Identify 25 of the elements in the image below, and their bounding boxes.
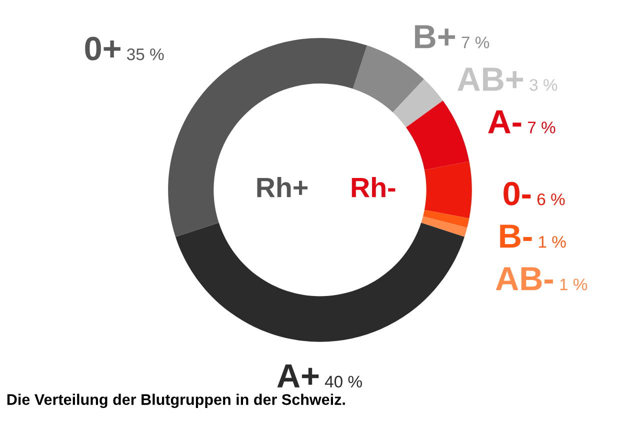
slice-label: B+ bbox=[415, 25, 455, 48]
data-label: 7 % bbox=[528, 122, 556, 134]
data-label: 35 % bbox=[127, 48, 164, 60]
data-label: 40 % bbox=[324, 376, 362, 388]
slice-label: AB+ bbox=[458, 68, 524, 91]
data-label: 7 % bbox=[462, 36, 490, 48]
donut-slice bbox=[423, 210, 470, 228]
data-label: 3 % bbox=[530, 79, 558, 91]
slice-label: A+ bbox=[277, 364, 319, 388]
text: Rh+ bbox=[257, 176, 308, 198]
slice-label: 0+ bbox=[85, 36, 120, 60]
donut-slice bbox=[392, 79, 443, 128]
donut-slice bbox=[421, 216, 468, 237]
slice-label: AB- bbox=[496, 267, 553, 290]
donut-slice bbox=[406, 100, 470, 170]
text: Die Verteilung der Blutgruppen in der Schweiz. bbox=[7, 394, 345, 408]
slice-label: 0- bbox=[504, 182, 531, 206]
donut-slice bbox=[176, 222, 464, 342]
data-label: 1 % bbox=[538, 236, 566, 248]
data-label: 1 % bbox=[560, 278, 588, 290]
donut-slice bbox=[424, 161, 472, 218]
data-label: 6 % bbox=[537, 193, 565, 206]
slice-label: B- bbox=[500, 224, 532, 248]
slice-label: A- bbox=[488, 110, 522, 134]
text: Rh- bbox=[352, 176, 396, 198]
